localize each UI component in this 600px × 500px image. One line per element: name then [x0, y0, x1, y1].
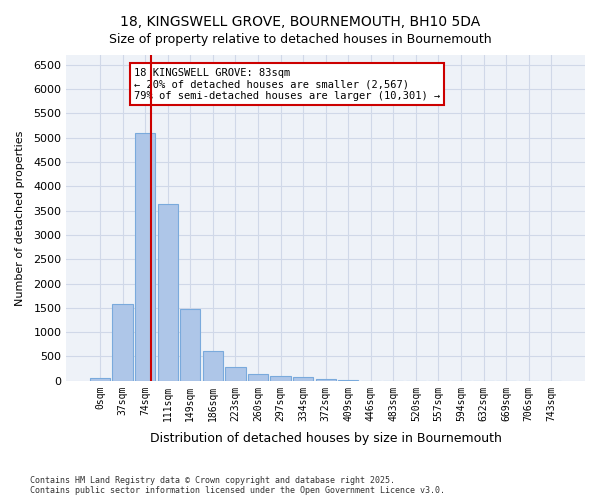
Text: Size of property relative to detached houses in Bournemouth: Size of property relative to detached ho… — [109, 32, 491, 46]
Bar — [135, 133, 155, 381]
Bar — [112, 304, 133, 381]
Text: 18, KINGSWELL GROVE, BOURNEMOUTH, BH10 5DA: 18, KINGSWELL GROVE, BOURNEMOUTH, BH10 5… — [120, 15, 480, 29]
Bar — [180, 309, 200, 381]
Bar — [225, 367, 245, 381]
Bar — [203, 350, 223, 381]
Y-axis label: Number of detached properties: Number of detached properties — [15, 130, 25, 306]
Bar — [293, 377, 313, 381]
Bar — [90, 378, 110, 381]
Text: 18 KINGSWELL GROVE: 83sqm
← 20% of detached houses are smaller (2,567)
79% of se: 18 KINGSWELL GROVE: 83sqm ← 20% of detac… — [134, 68, 440, 101]
Text: Contains HM Land Registry data © Crown copyright and database right 2025.
Contai: Contains HM Land Registry data © Crown c… — [30, 476, 445, 495]
Bar — [248, 374, 268, 381]
X-axis label: Distribution of detached houses by size in Bournemouth: Distribution of detached houses by size … — [150, 432, 502, 445]
Bar — [316, 380, 336, 381]
Bar — [158, 204, 178, 381]
Bar — [271, 376, 290, 381]
